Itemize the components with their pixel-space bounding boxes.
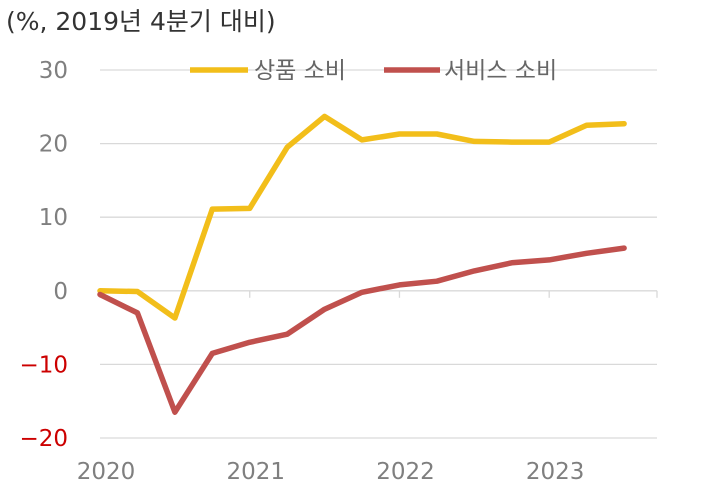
series-line-1 xyxy=(97,113,627,321)
series-line-2 xyxy=(97,245,627,415)
y-tick-label: 10 xyxy=(39,205,68,231)
y-tick-label: −20 xyxy=(19,426,68,452)
y-tick-label: 20 xyxy=(39,132,68,158)
x-tick-label: 2020 xyxy=(77,459,136,485)
x-tick-label: 2022 xyxy=(376,459,435,485)
y-axis-tick-labels: 30 20 10 0 −10 −20 xyxy=(19,58,68,452)
x-tick-label: 2021 xyxy=(226,459,285,485)
x-tick-label: 2023 xyxy=(526,459,585,485)
series-lines xyxy=(97,113,627,415)
y-tick-label: 0 xyxy=(53,279,68,305)
y-tick-label: 30 xyxy=(39,58,68,84)
legend: 상품 소비 서비스 소비 xyxy=(190,58,557,84)
unit-label: (%, 2019년 4분기 대비) xyxy=(6,7,276,36)
legend-label: 서비스 소비 xyxy=(444,58,557,84)
x-axis-tick-labels: 2020 2021 2022 2023 xyxy=(77,459,585,485)
legend-label: 상품 소비 xyxy=(254,58,346,84)
y-tick-label: −10 xyxy=(19,352,68,378)
